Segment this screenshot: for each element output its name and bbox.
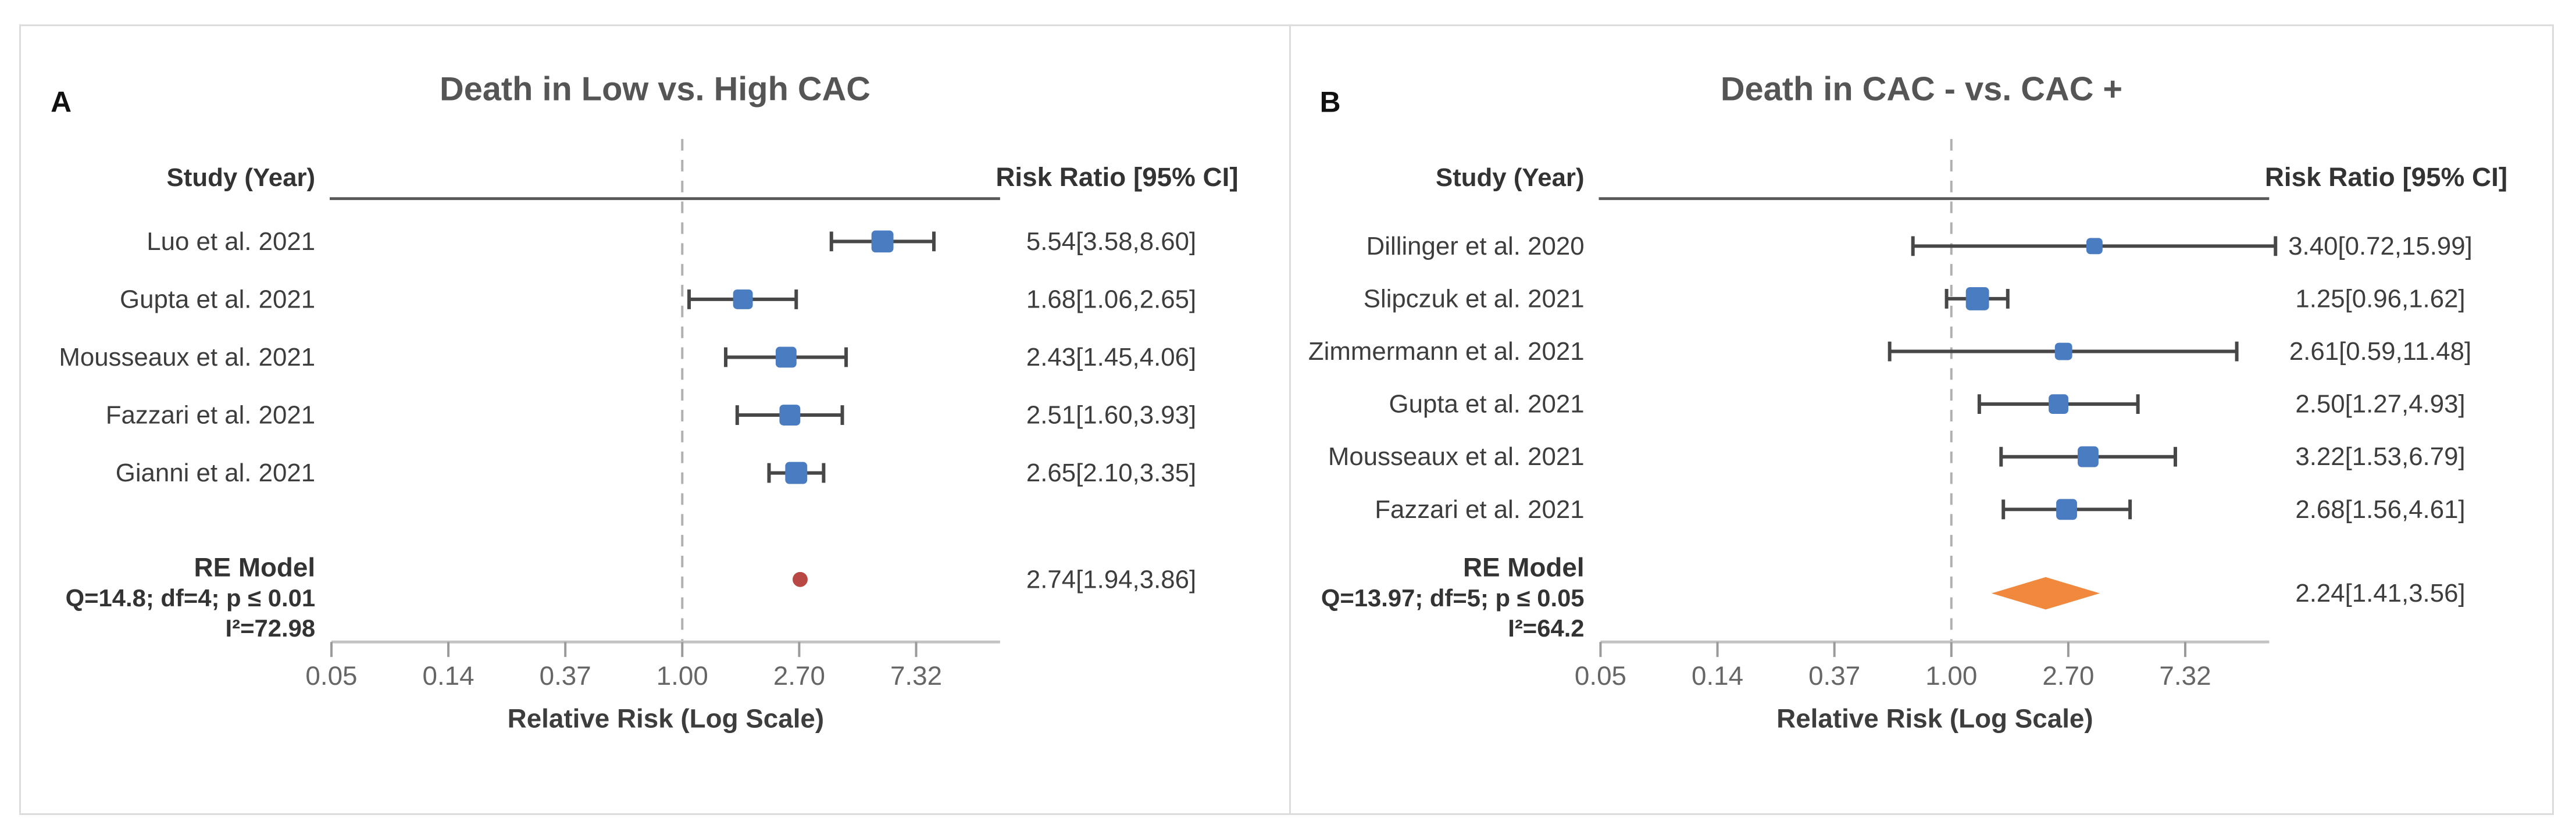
study-column-header: Study (Year): [1436, 163, 1585, 192]
effect-square: [2049, 394, 2068, 414]
rr-column-header: Risk Ratio [95% CI]: [996, 162, 1238, 192]
axis-tick-label: 0.37: [540, 661, 591, 691]
re-marker-dot: [793, 571, 808, 587]
axis-tick-label: 0.05: [1575, 661, 1626, 691]
re-heterogeneity: Q=13.97; df=5; p ≤ 0.05: [1321, 584, 1585, 612]
study-name: Zimmermann et al. 2021: [1308, 337, 1585, 366]
study-name: Fazzari et al. 2021: [106, 401, 315, 430]
panel-a: Death in Low vs. High CAC A Study (Year) Ri…: [21, 26, 1291, 813]
study-name: Fazzari et al. 2021: [1375, 495, 1584, 524]
x-axis-label: Relative Risk (Log Scale): [508, 704, 824, 734]
panel-title: Death in Low vs. High CAC: [440, 70, 870, 108]
study-name: Slipczuk et al. 2021: [1364, 284, 1585, 313]
study-name: Gupta et al. 2021: [120, 285, 315, 313]
effect-square: [2056, 499, 2077, 520]
axis-tick-label: 1.00: [657, 661, 708, 691]
study-name: Gianni et al. 2021: [116, 459, 315, 487]
panel-b: Death in CAC - vs. CAC + B Study (Year) Ris…: [1291, 26, 2552, 813]
effect-square: [2086, 238, 2103, 255]
rr-value: 2.61[0.59,11.48]: [2289, 337, 2471, 366]
re-estimate-label: 2.24[1.41,3.56]: [2295, 579, 2465, 607]
re-heterogeneity: Q=14.8; df=4; p ≤ 0.01: [66, 584, 315, 612]
forest-plot-a: Death in Low vs. High CAC A Study (Year) Ri…: [51, 70, 1238, 734]
axis-tick-label: 0.14: [1692, 661, 1743, 691]
rr-value: 5.54[3.58,8.60]: [1026, 227, 1196, 256]
study-name: Luo et al. 2021: [147, 227, 315, 256]
effect-square: [785, 462, 808, 484]
study-name: Mousseaux et al. 2021: [1328, 442, 1585, 471]
effect-square: [2078, 446, 2099, 467]
forest-plot-b: Death in CAC - vs. CAC + B Study (Year) Ris…: [1308, 70, 2507, 734]
re-marker-diamond: [1991, 577, 2100, 610]
axis-tick-label: 0.37: [1808, 661, 1860, 691]
effect-square: [733, 289, 753, 309]
rr-value: 1.25[0.96,1.62]: [2295, 284, 2465, 313]
rr-value: 2.43[1.45,4.06]: [1026, 343, 1196, 371]
axis-tick-label: 2.70: [773, 661, 825, 691]
axis-tick-label: 7.32: [890, 661, 942, 691]
study-name: Mousseaux et al. 2021: [59, 343, 315, 371]
rr-value: 3.22[1.53,6.79]: [2295, 442, 2465, 471]
re-estimate-label: 2.74[1.94,3.86]: [1026, 565, 1196, 594]
effect-square: [2054, 342, 2072, 360]
effect-square: [775, 346, 797, 368]
rr-value: 2.50[1.27,4.93]: [2295, 390, 2465, 419]
effect-square: [871, 230, 894, 253]
study-column-header: Study (Year): [167, 163, 316, 192]
axis-tick-label: 1.00: [1925, 661, 1977, 691]
effect-square: [779, 405, 801, 426]
rr-value: 1.68[1.06,2.65]: [1026, 285, 1196, 313]
x-axis-label: Relative Risk (Log Scale): [1776, 704, 2093, 734]
study-name: Dillinger et al. 2020: [1367, 232, 1585, 260]
re-i-squared: I²=72.98: [226, 614, 316, 642]
panel-corner-label: B: [1320, 85, 1341, 118]
study-name: Gupta et al. 2021: [1389, 390, 1585, 419]
effect-square: [1965, 287, 1989, 310]
axis-tick-label: 0.14: [423, 661, 474, 691]
rr-value: 3.40[0.72,15.99]: [2288, 232, 2472, 260]
rr-value: 2.51[1.60,3.93]: [1026, 401, 1196, 430]
axis-tick-label: 7.32: [2159, 661, 2211, 691]
axis-tick-label: 2.70: [2042, 661, 2094, 691]
rr-column-header: Risk Ratio [95% CI]: [2265, 162, 2507, 192]
re-model-title: RE Model: [1463, 552, 1585, 582]
axis-tick-label: 0.05: [305, 661, 357, 691]
rr-value: 2.65[2.10,3.35]: [1026, 459, 1196, 487]
panel-corner-label: A: [51, 85, 72, 118]
rr-value: 2.68[1.56,4.61]: [2295, 495, 2465, 524]
re-model-title: RE Model: [194, 552, 316, 582]
re-i-squared: I²=64.2: [1508, 614, 1584, 642]
forest-plot-figure: Death in Low vs. High CAC A Study (Year) Ri…: [19, 24, 2554, 815]
panel-title: Death in CAC - vs. CAC +: [1721, 70, 2122, 108]
